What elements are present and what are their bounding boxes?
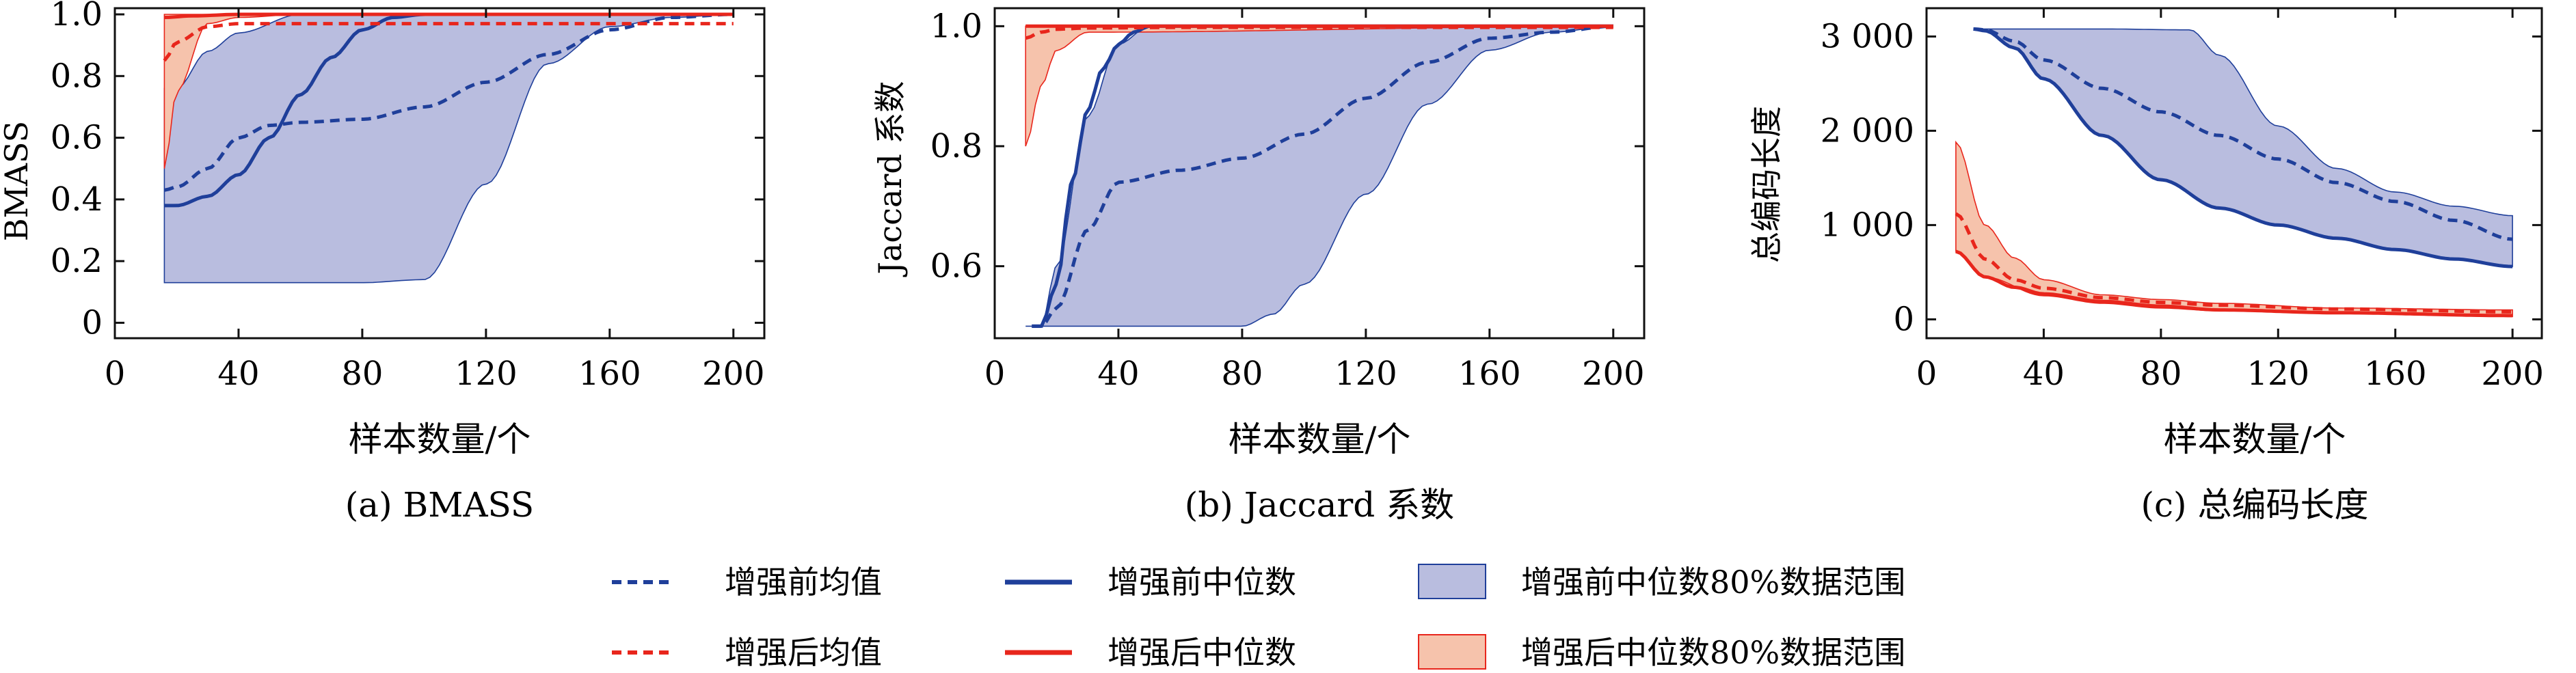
y-axis-label: Jaccard 系数 <box>872 81 909 277</box>
y-tick-label: 1.0 <box>930 7 982 45</box>
chart-total-code-length: 0 40 80 120 160 200 0 1 000 2 000 3 000 总编码长度 样本数… <box>1748 7 2544 525</box>
panel-caption: (c) 总编码长度 <box>2141 485 2369 525</box>
axes-frame <box>1925 7 2543 340</box>
x-tick-label: 0 <box>1916 355 1937 393</box>
line-before_mean <box>1973 27 2513 241</box>
x-axis-label: 样本数量/个 <box>2164 420 2346 459</box>
plot-area: 0 40 80 120 160 200 0 0.2 0.4 0.6 0.8 1.0 <box>51 0 766 393</box>
x-tick-label: 120 <box>1334 355 1397 393</box>
legend-label: 增强后中位数80%数据范围 <box>1521 634 1905 671</box>
plot-area: 0 40 80 120 160 200 0 1 000 2 000 3 000 <box>1821 7 2544 393</box>
y-tick-label: 2 000 <box>1821 111 1914 150</box>
x-tick-label: 160 <box>2364 355 2427 393</box>
legend-item-after-mean: 增强后均值 <box>612 634 882 671</box>
x-tick-label: 200 <box>702 355 765 393</box>
x-tick-label: 80 <box>1221 355 1263 393</box>
legend-swatch-band-blue <box>1418 564 1486 599</box>
line-after_mean <box>1025 25 1613 40</box>
y-axis-label: BMASS <box>0 121 35 241</box>
line-after_mean <box>163 22 734 62</box>
x-tick-label: 160 <box>578 355 641 393</box>
legend-item-before-mean: 增强前均值 <box>612 564 882 601</box>
x-tick-label: 80 <box>2140 355 2182 393</box>
y-tick-label: 0.2 <box>51 242 103 280</box>
y-tick-label: 1 000 <box>1821 206 1914 244</box>
x-tick-label: 200 <box>1582 355 1645 393</box>
legend-label: 增强后均值 <box>725 634 882 671</box>
x-tick-label: 40 <box>1097 355 1139 393</box>
legend-item-before-median: 增强前中位数 <box>1005 564 1296 601</box>
y-tick-label: 0.8 <box>51 57 103 95</box>
line-before_mean <box>163 12 734 192</box>
x-tick-label: 0 <box>984 355 1006 393</box>
x-tick-label: 120 <box>2246 355 2309 393</box>
y-tick-label: 3 000 <box>1821 17 1914 55</box>
legend-swatch-band-red <box>1418 634 1486 670</box>
chart-jaccard: 0 40 80 120 160 200 0.6 0.8 1.0 Jaccard 系数 样本数量/… <box>872 7 1646 525</box>
line-after_median <box>164 12 734 19</box>
legend-label: 增强后中位数 <box>1108 634 1296 671</box>
band-before_band <box>1025 25 1613 327</box>
x-tick-label: 0 <box>105 355 126 393</box>
chart-bmass: 0 40 80 120 160 200 0 0.2 0.4 0.6 0.8 1.0 BMASS 样本数… <box>0 0 766 525</box>
y-tick-label: 1.0 <box>51 0 103 33</box>
legend: 增强前均值 增强前中位数 增强前中位数80%数据范围 增强后均值 增强后中位数 … <box>612 564 1905 671</box>
axes-frame <box>993 7 1646 340</box>
legend-label: 增强前均值 <box>725 564 882 601</box>
band-before_band <box>1973 28 2513 267</box>
legend-item-before-band: 增强前中位数80%数据范围 <box>1418 564 1905 601</box>
y-axis-label: 总编码长度 <box>1748 106 1785 263</box>
line-before_median <box>1973 27 2513 269</box>
x-tick-label: 40 <box>217 355 259 393</box>
line-after_median <box>1955 249 2513 318</box>
x-tick-label: 120 <box>455 355 518 393</box>
panel-caption: (a) BMASS <box>345 485 534 525</box>
x-tick-label: 40 <box>2023 355 2065 393</box>
plot-area: 0 40 80 120 160 200 0.6 0.8 1.0 <box>930 7 1646 393</box>
x-axis-label: 样本数量/个 <box>1229 420 1411 459</box>
y-tick-label: 0 <box>1893 300 1914 338</box>
panel-caption: (b) Jaccard 系数 <box>1185 485 1454 525</box>
y-tick-label: 0.8 <box>930 127 982 165</box>
x-tick-label: 200 <box>2481 355 2544 393</box>
legend-item-after-median: 增强后中位数 <box>1005 634 1296 671</box>
y-tick-label: 0 <box>81 303 103 342</box>
legend-item-after-band: 增强后中位数80%数据范围 <box>1418 634 1905 671</box>
y-tick-label: 0.4 <box>51 180 103 219</box>
y-tick-label: 0.6 <box>930 247 982 286</box>
line-after_mean <box>1955 212 2513 314</box>
x-axis-label: 样本数量/个 <box>349 420 531 459</box>
x-tick-label: 80 <box>341 355 383 393</box>
x-tick-label: 160 <box>1458 355 1521 393</box>
band-before_band <box>163 14 734 284</box>
legend-label: 增强前中位数 <box>1108 564 1296 601</box>
legend-label: 增强前中位数80%数据范围 <box>1521 564 1905 601</box>
axes-frame <box>113 7 766 340</box>
y-tick-label: 0.6 <box>51 119 103 157</box>
